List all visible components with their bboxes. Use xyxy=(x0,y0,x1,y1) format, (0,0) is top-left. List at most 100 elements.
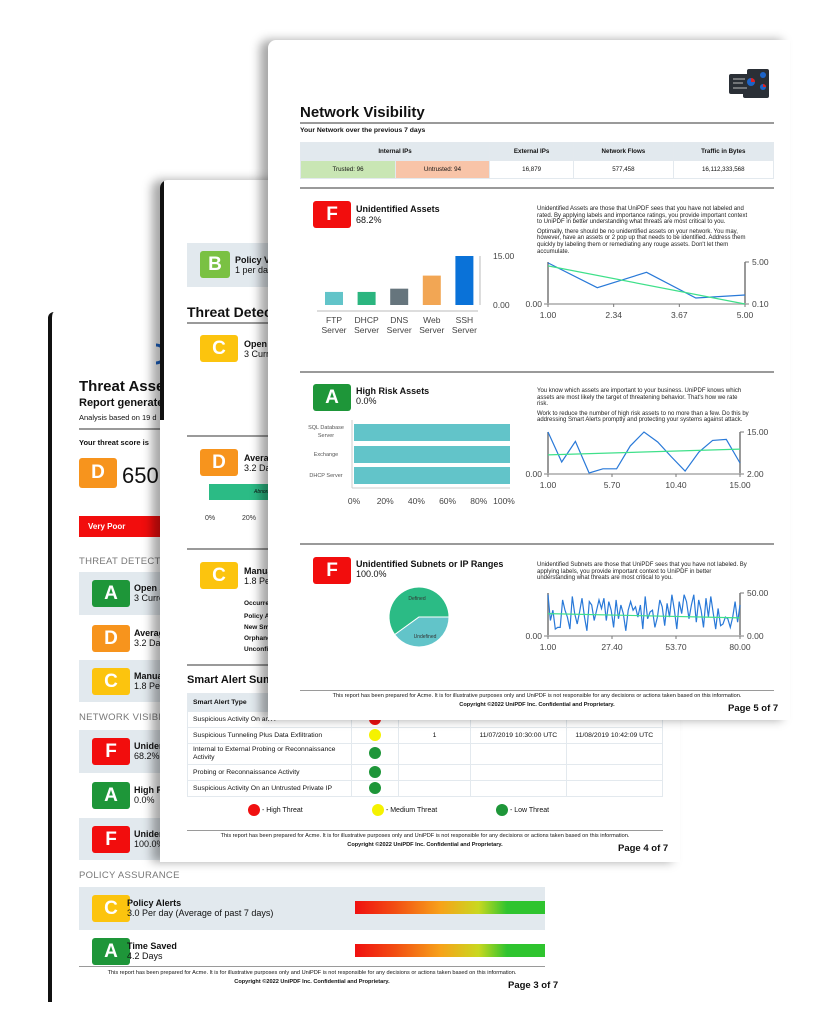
page-subtitle: Your Network over the previous 7 days xyxy=(300,127,426,134)
y-tick-label: DHCP Server xyxy=(309,473,342,479)
section-value: 100.0% xyxy=(356,569,387,579)
threat-dot-icon xyxy=(368,728,381,741)
y-tick-label: SQL Database xyxy=(308,425,344,431)
section-title: Unidentified Subnets or IP Ranges xyxy=(356,559,504,569)
line-chart-unidentified-assets: 0.005.000.101.00 2.34 3.67 5.00 xyxy=(525,257,769,320)
grade-badge: A xyxy=(92,782,130,809)
alert-type: Internal to External Probing or Reconnai… xyxy=(187,743,352,765)
bar xyxy=(455,256,474,305)
last-seen xyxy=(565,764,664,781)
right-tick-label: 2.00 xyxy=(747,469,764,479)
footer-copyright: Copyright ©2022 UniPDF Inc. Confidential… xyxy=(347,842,503,848)
bar-chart-unidentified-assets: FTPServerDHCPServerDNSServerWebServerSSH… xyxy=(317,251,515,335)
x-tick-label: 1.00 xyxy=(540,480,557,490)
section-heading: THREAT DETECTIO xyxy=(79,556,172,567)
policy-alerts-gauge xyxy=(355,901,545,914)
x-tick-label: 53.70 xyxy=(665,642,687,652)
grade-badge: F xyxy=(92,738,130,765)
y-tick-label: Exchange xyxy=(314,452,338,458)
legend-low: - Low Threat xyxy=(496,804,549,816)
x-tick-label: Server xyxy=(387,325,412,335)
axis-tick: 0% xyxy=(205,515,216,522)
section-title: Threat Detect xyxy=(187,304,277,320)
x-tick-label: FTP xyxy=(326,315,342,325)
x-tick-label: 1.00 xyxy=(540,310,557,320)
grade-badge: A xyxy=(313,384,351,411)
traffic-bytes: 16,112,333,568 xyxy=(672,160,774,179)
score-label: Your threat score is xyxy=(79,438,149,447)
network-summary-table: Internal IPs External IPs Network Flows Tra… xyxy=(300,142,774,179)
threat-level xyxy=(350,727,399,744)
left-tick-label: 0.00 xyxy=(525,469,542,479)
first-seen xyxy=(470,780,567,797)
series-line xyxy=(547,262,746,299)
item-value: 3.0 Per day (Average of past 7 days) xyxy=(127,908,274,918)
alert-count: 1 xyxy=(397,727,472,744)
occurrence-label: Unconfir xyxy=(244,646,271,653)
section-description: Unidentified Subnets are those that UniP… xyxy=(537,562,747,582)
item-label: High Risk xyxy=(134,785,176,795)
column-header: Network Flows xyxy=(573,142,674,161)
slice-label: Undefined xyxy=(414,634,437,640)
item-value: 100.0% xyxy=(134,839,165,849)
untrusted-ips: Untrusted: 94 xyxy=(395,160,490,179)
series-line xyxy=(547,613,741,619)
item-value: 1.8 Person xyxy=(134,681,178,691)
item-label: Open S xyxy=(244,339,276,349)
pie-chart-subnets: Defined Undefined xyxy=(388,586,450,648)
right-tick-label: 15.00 xyxy=(747,427,769,437)
table-row: Internal to External Probing or Reconnai… xyxy=(187,743,664,765)
external-ips: 16,879 xyxy=(488,160,575,179)
item-label: Average T xyxy=(134,628,178,638)
x-tick-label: 100% xyxy=(493,496,515,506)
first-seen xyxy=(470,764,567,781)
item-value: 3 Curre xyxy=(244,349,275,359)
x-tick-label: 5.00 xyxy=(737,310,754,320)
y-tick-label: 0.00 xyxy=(493,300,510,310)
trusted-ips: Trusted: 96 xyxy=(300,160,396,179)
footer-disclaimer: This report has been prepared for Acme. … xyxy=(107,970,517,976)
x-tick-label: 0% xyxy=(348,496,361,506)
x-tick-label: 80.00 xyxy=(729,642,751,652)
section-description: Unidentified Assets are those that UniPD… xyxy=(537,206,748,255)
item-value: 0.0% xyxy=(134,795,155,805)
series-line xyxy=(547,431,741,474)
column-header: Internal IPs xyxy=(300,142,490,161)
x-tick-label: 1.00 xyxy=(540,642,557,652)
bar xyxy=(357,291,376,305)
bar xyxy=(390,288,409,305)
left-tick-label: 0.00 xyxy=(525,631,542,641)
threat-dot-icon xyxy=(368,747,381,759)
page-title: Network Visibility xyxy=(300,104,425,121)
x-tick-label: 20% xyxy=(377,496,394,506)
section-value: 0.0% xyxy=(356,396,377,406)
alert-type: Probing or Reconnaissance Activity xyxy=(187,764,352,781)
bar xyxy=(354,467,510,484)
series-line xyxy=(547,265,746,305)
item-label: Unidentifi xyxy=(134,741,176,751)
right-tick-label: 5.00 xyxy=(752,257,769,267)
last-seen: 11/08/2019 10:42:09 UTC xyxy=(565,727,664,744)
column-header: Traffic in Bytes xyxy=(672,142,774,161)
grade-badge: A xyxy=(92,580,130,607)
grade-badge: B xyxy=(200,251,230,278)
y-tick-label: Server xyxy=(318,433,334,439)
pie-slice xyxy=(394,616,450,648)
grade-badge: F xyxy=(313,557,351,584)
item-value: 3.2 Days, xyxy=(134,638,173,648)
slice-label: Defined xyxy=(408,596,425,602)
occurrence-label: Orphane xyxy=(244,635,271,642)
footer-disclaimer: This report has been prepared for Acme. … xyxy=(332,693,742,699)
section-description: You know which assets are important to y… xyxy=(537,388,749,424)
item-value: 1 per day xyxy=(235,265,273,275)
x-tick-label: 60% xyxy=(439,496,456,506)
page-number: Page 5 of 7 xyxy=(728,703,779,714)
last-seen xyxy=(565,743,664,765)
x-tick-label: 3.67 xyxy=(671,310,688,320)
table-row: Probing or Reconnaissance Activity xyxy=(187,764,664,781)
x-tick-label: 80% xyxy=(470,496,487,506)
series-line xyxy=(547,594,741,631)
left-tick-label: 0.00 xyxy=(525,299,542,309)
item-value: 3 Currently xyxy=(134,593,179,603)
